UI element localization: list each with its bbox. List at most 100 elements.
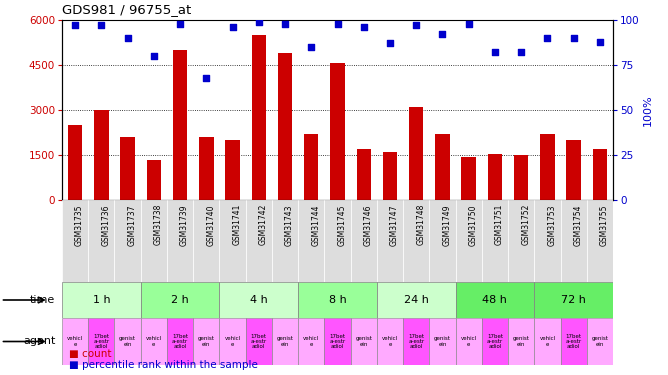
- Bar: [351, 318, 377, 365]
- Text: vehicl
e: vehicl e: [67, 336, 84, 347]
- Point: [280, 21, 291, 27]
- Bar: [193, 200, 219, 282]
- Text: 17bet
a-estr
adiol: 17bet a-estr adiol: [487, 334, 503, 350]
- Point: [122, 35, 133, 41]
- Bar: [534, 318, 560, 365]
- Bar: [252, 35, 266, 200]
- Bar: [219, 200, 246, 282]
- Point: [542, 35, 552, 41]
- Bar: [593, 149, 607, 200]
- Text: genist
ein: genist ein: [119, 336, 136, 347]
- Bar: [566, 140, 581, 200]
- Bar: [141, 200, 167, 282]
- Bar: [167, 200, 193, 282]
- Text: GSM31747: GSM31747: [390, 204, 399, 246]
- Text: GSM31746: GSM31746: [364, 204, 373, 246]
- Text: vehicl
e: vehicl e: [224, 336, 240, 347]
- Text: GSM31736: GSM31736: [102, 204, 110, 246]
- Text: GSM31749: GSM31749: [442, 204, 452, 246]
- Bar: [540, 134, 554, 200]
- Bar: [508, 200, 534, 282]
- Text: GSM31740: GSM31740: [206, 204, 215, 246]
- Bar: [508, 318, 534, 365]
- Text: GSM31741: GSM31741: [232, 204, 242, 246]
- Bar: [272, 200, 298, 282]
- Bar: [193, 318, 219, 365]
- Text: GSM31752: GSM31752: [521, 204, 530, 246]
- Text: genist
ein: genist ein: [434, 336, 451, 347]
- Bar: [383, 152, 397, 200]
- Point: [516, 50, 526, 55]
- Bar: [199, 137, 214, 200]
- Text: GSM31748: GSM31748: [416, 204, 426, 246]
- Point: [568, 35, 579, 41]
- Text: 17bet
a-estr
adiol: 17bet a-estr adiol: [329, 334, 345, 350]
- Bar: [304, 134, 319, 200]
- Bar: [141, 282, 219, 318]
- Bar: [298, 318, 325, 365]
- Text: 8 h: 8 h: [329, 295, 347, 305]
- Bar: [330, 63, 345, 200]
- Text: genist
ein: genist ein: [355, 336, 372, 347]
- Bar: [587, 318, 613, 365]
- Y-axis label: 100%: 100%: [643, 94, 653, 126]
- Bar: [167, 318, 193, 365]
- Text: 24 h: 24 h: [403, 295, 429, 305]
- Bar: [325, 318, 351, 365]
- Bar: [278, 53, 292, 200]
- Text: 17bet
a-estr
adiol: 17bet a-estr adiol: [566, 334, 582, 350]
- Point: [359, 24, 369, 30]
- Bar: [482, 200, 508, 282]
- Bar: [246, 318, 272, 365]
- Text: 1 h: 1 h: [93, 295, 110, 305]
- Text: GSM31750: GSM31750: [469, 204, 478, 246]
- Bar: [587, 200, 613, 282]
- Point: [411, 22, 422, 28]
- Bar: [351, 200, 377, 282]
- Text: vehicl
e: vehicl e: [461, 336, 477, 347]
- Text: GSM31753: GSM31753: [547, 204, 556, 246]
- Text: genist
ein: genist ein: [198, 336, 214, 347]
- Bar: [430, 318, 456, 365]
- Bar: [94, 110, 109, 200]
- Text: genist
ein: genist ein: [513, 336, 530, 347]
- Bar: [430, 200, 456, 282]
- Text: 4 h: 4 h: [250, 295, 268, 305]
- Bar: [246, 200, 272, 282]
- Point: [201, 75, 212, 81]
- Bar: [225, 140, 240, 200]
- Bar: [403, 200, 430, 282]
- Text: vehicl
e: vehicl e: [303, 336, 319, 347]
- Bar: [62, 318, 88, 365]
- Bar: [120, 137, 135, 200]
- Text: GSM31743: GSM31743: [285, 204, 294, 246]
- Text: GSM31754: GSM31754: [574, 204, 582, 246]
- Point: [332, 21, 343, 27]
- Bar: [377, 200, 403, 282]
- Bar: [272, 318, 298, 365]
- Bar: [88, 200, 114, 282]
- Bar: [68, 125, 82, 200]
- Bar: [219, 318, 246, 365]
- Text: vehicl
e: vehicl e: [146, 336, 162, 347]
- Text: GSM31737: GSM31737: [128, 204, 136, 246]
- Point: [227, 24, 238, 30]
- Point: [96, 22, 107, 28]
- Bar: [514, 155, 528, 200]
- Bar: [482, 318, 508, 365]
- Text: genist
ein: genist ein: [591, 336, 609, 347]
- Bar: [377, 282, 456, 318]
- Point: [490, 50, 500, 55]
- Bar: [462, 156, 476, 200]
- Point: [306, 44, 317, 50]
- Text: GSM31751: GSM31751: [495, 204, 504, 246]
- Bar: [298, 200, 325, 282]
- Bar: [357, 149, 371, 200]
- Bar: [62, 200, 88, 282]
- Text: agent: agent: [23, 336, 55, 346]
- Text: GDS981 / 96755_at: GDS981 / 96755_at: [62, 3, 191, 16]
- Point: [385, 40, 395, 46]
- Point: [253, 19, 264, 25]
- Text: 2 h: 2 h: [171, 295, 189, 305]
- Text: 17bet
a-estr
adiol: 17bet a-estr adiol: [250, 334, 267, 350]
